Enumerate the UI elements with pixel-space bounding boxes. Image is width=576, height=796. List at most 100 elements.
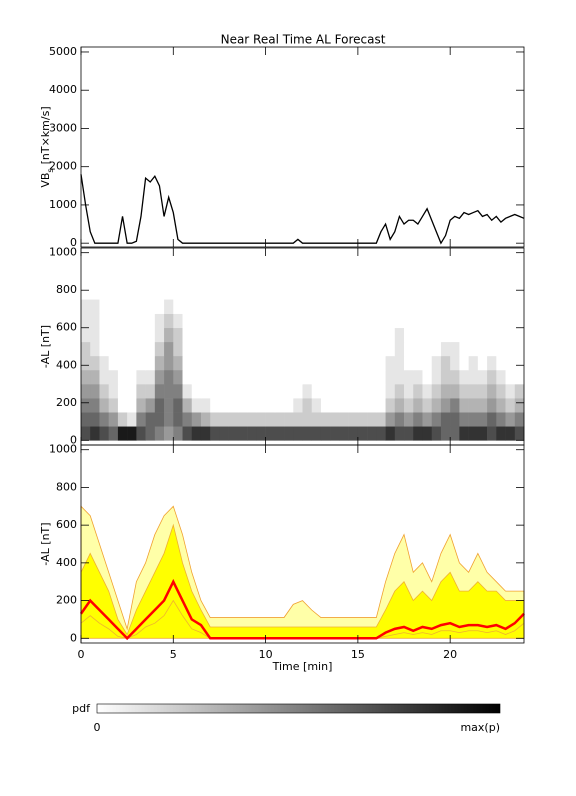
heatmap-cell <box>431 412 442 427</box>
heatmap-cell <box>247 398 257 413</box>
heatmap-cell <box>394 341 405 357</box>
heatmap-cell <box>367 327 377 343</box>
heatmap-cell <box>496 299 506 314</box>
heatmap-cell <box>320 412 331 427</box>
heatmap-cell <box>228 384 239 399</box>
heatmap-cell <box>164 327 174 343</box>
heatmap-cell <box>431 355 442 371</box>
heatmap-cell <box>468 412 479 427</box>
heatmap-cell <box>367 398 377 413</box>
heatmap-cell <box>99 299 109 314</box>
heatmap-cell <box>487 313 497 329</box>
heatmap-cell <box>145 341 156 357</box>
y-tick-label: 400 <box>56 556 77 569</box>
heatmap-cell <box>284 355 294 371</box>
heatmap-cell <box>228 313 239 329</box>
heatmap-cell <box>108 327 119 343</box>
heatmap-cell <box>496 355 506 371</box>
heatmap-cell <box>459 369 469 385</box>
heatmap-cell <box>514 341 525 357</box>
heatmap-cell <box>274 341 285 357</box>
heatmap-cell <box>164 398 174 413</box>
heatmap-cell <box>477 313 488 329</box>
heatmap-cell <box>468 299 479 314</box>
y-axis-label-main: VB <box>39 173 52 188</box>
heatmap-cell <box>422 355 433 371</box>
heatmap-cell <box>339 384 349 399</box>
heatmap-cell <box>81 426 91 441</box>
heatmap-cell <box>330 341 340 357</box>
heatmap-cell <box>256 355 266 371</box>
heatmap-cell <box>274 384 285 399</box>
heatmap-cell <box>265 398 276 413</box>
heatmap-cell <box>385 384 396 399</box>
heatmap-cell <box>117 341 128 357</box>
heatmap-cell <box>348 384 359 399</box>
heatmap-cell <box>154 327 165 343</box>
heatmap-cell <box>228 398 239 413</box>
heatmap-cell <box>404 327 414 343</box>
heatmap-cell <box>99 313 109 329</box>
y-tick-label: 2000 <box>49 160 77 173</box>
heatmap-cell <box>431 313 442 329</box>
heatmap-cell <box>330 369 340 385</box>
heatmap-cell <box>487 355 497 371</box>
heatmap-cell <box>145 426 156 441</box>
heatmap-cell <box>367 369 377 385</box>
heatmap-cell <box>210 384 220 399</box>
heatmap-cell <box>108 313 119 329</box>
heatmap-cell <box>514 355 525 371</box>
heatmap-cell <box>284 341 294 357</box>
heatmap-cell <box>99 426 109 441</box>
heatmap-cell <box>477 426 488 441</box>
heatmap-cell <box>320 384 331 399</box>
heatmap-cell <box>200 369 211 385</box>
y-axis-label: -AL [nT] <box>39 325 52 368</box>
heatmap-cell <box>422 369 433 385</box>
heatmap-cell <box>265 355 276 371</box>
heatmap-cell <box>256 299 266 314</box>
heatmap-cell <box>136 355 146 371</box>
heatmap-cell <box>376 426 386 441</box>
heatmap-cell <box>431 299 442 314</box>
heatmap-cell <box>81 398 91 413</box>
heatmap-cell <box>311 299 322 314</box>
heatmap-cell <box>385 355 396 371</box>
heatmap-cell <box>191 369 202 385</box>
heatmap-cell <box>459 341 469 357</box>
y-tick-label: 800 <box>56 283 77 296</box>
heatmap-cell <box>274 299 285 314</box>
heatmap-cell <box>237 299 248 314</box>
heatmap-cell <box>265 426 276 441</box>
heatmap-cell <box>477 299 488 314</box>
colorbar-label: pdf <box>72 702 91 715</box>
heatmap-cell <box>413 341 423 357</box>
heatmap-cell <box>265 412 276 427</box>
heatmap-cell <box>404 355 414 371</box>
heatmap-cell <box>440 412 451 427</box>
heatmap-cell <box>164 412 174 427</box>
heatmap-cell <box>81 299 91 314</box>
heatmap-cell <box>348 398 359 413</box>
heatmap-cell <box>385 369 396 385</box>
heatmap-cell <box>247 412 257 427</box>
heatmap-cell <box>256 426 266 441</box>
heatmap-cell <box>468 355 479 371</box>
heatmap-cell <box>468 398 479 413</box>
heatmap-cell <box>496 398 506 413</box>
heatmap-cell <box>450 384 460 399</box>
heatmap-cell <box>514 426 525 441</box>
heatmap-cell <box>117 384 128 399</box>
heatmap-cell <box>256 384 266 399</box>
heatmap-cell <box>228 299 239 314</box>
heatmap-cell <box>468 369 479 385</box>
heatmap-cell <box>293 412 303 427</box>
heatmap-cell <box>136 327 146 343</box>
heatmap-cell <box>496 369 506 385</box>
heatmap-cell <box>357 369 368 385</box>
heatmap-cell <box>274 313 285 329</box>
heatmap-cell <box>99 355 109 371</box>
heatmap-cell <box>330 412 340 427</box>
heatmap-cell <box>348 412 359 427</box>
heatmap-cell <box>404 369 414 385</box>
